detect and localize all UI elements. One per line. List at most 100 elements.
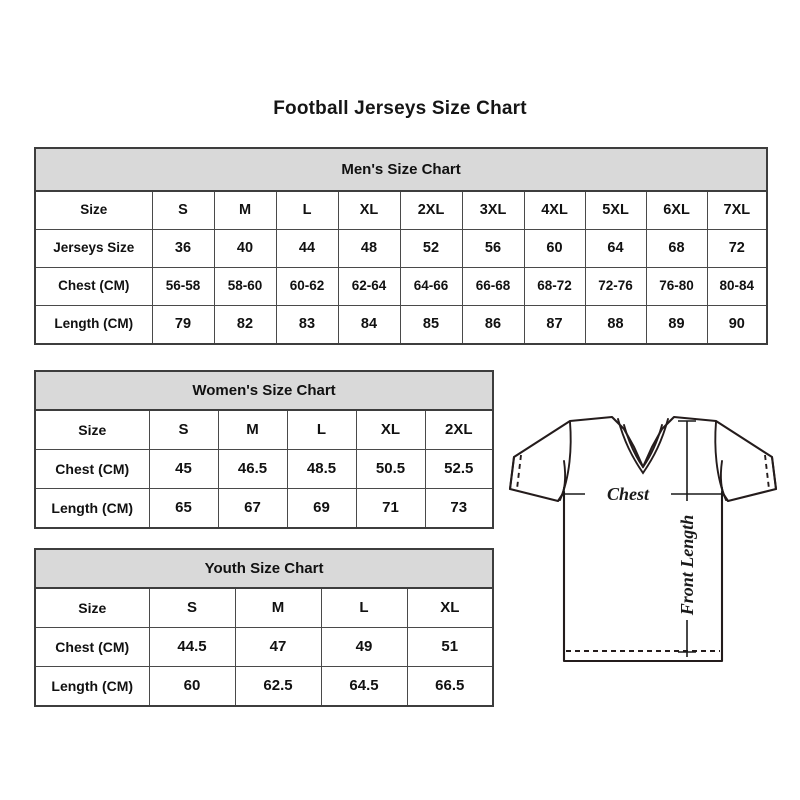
- table-cell: 48: [337, 229, 401, 268]
- table-cell: 45: [148, 449, 219, 489]
- table-cell: 87: [523, 305, 586, 345]
- table-cell: 52: [399, 229, 463, 268]
- table-cell: 62-64: [337, 267, 401, 306]
- row-label-length: Length (CM): [34, 488, 150, 529]
- table-cell: XL: [355, 409, 426, 450]
- table-row: Size S M L XL 2XL: [34, 409, 494, 450]
- table-cell: 66-68: [461, 267, 525, 306]
- row-label-size: Size: [34, 587, 150, 628]
- table-cell: 60-62: [275, 267, 339, 306]
- table-cell: 62.5: [234, 666, 322, 707]
- row-label-chest: Chest (CM): [34, 449, 150, 489]
- front-length-measure-label: Front Length: [677, 515, 697, 617]
- table-cell: 76-80: [645, 267, 708, 306]
- table-cell: 44.5: [148, 627, 236, 667]
- table-cell: 83: [275, 305, 339, 345]
- table-cell: 66.5: [406, 666, 494, 707]
- table-cell: 47: [234, 627, 322, 667]
- table-cell: 71: [355, 488, 426, 529]
- table-cell: 51: [406, 627, 494, 667]
- table-cell: 64: [584, 229, 647, 268]
- youth-banner-cell: Youth Size Chart: [34, 548, 494, 589]
- table-row: Chest (CM) 44.5 47 49 51: [34, 627, 494, 667]
- table-cell: 80-84: [706, 267, 768, 306]
- table-cell: 69: [286, 488, 357, 529]
- table-cell: M: [234, 587, 322, 628]
- row-label-jerseys-size: Jerseys Size: [34, 229, 153, 268]
- table-cell: 36: [151, 229, 215, 268]
- table-cell: 60: [148, 666, 236, 707]
- table-cell: 2XL: [399, 190, 463, 230]
- table-cell: 72: [706, 229, 768, 268]
- table-cell: 65: [148, 488, 219, 529]
- page-title: Football Jerseys Size Chart: [273, 98, 527, 119]
- row-label-chest: Chest (CM): [34, 267, 153, 306]
- womens-banner-label: Women's Size Chart: [192, 381, 336, 399]
- mens-banner-cell: Men's Size Chart: [34, 147, 768, 192]
- table-cell: 89: [645, 305, 708, 345]
- table-cell: 4XL: [523, 190, 586, 230]
- table-cell: 73: [424, 488, 494, 529]
- table-cell: 52.5: [424, 449, 494, 489]
- table-cell: 82: [213, 305, 277, 345]
- table-cell: 68: [645, 229, 708, 268]
- table-cell: 64-66: [399, 267, 463, 306]
- table-cell: 85: [399, 305, 463, 345]
- table-row: Size S M L XL 2XL 3XL 4XL 5XL 6XL 7XL: [34, 190, 768, 230]
- table-cell: S: [151, 190, 215, 230]
- table-cell: 44: [275, 229, 339, 268]
- table-cell: 49: [320, 627, 408, 667]
- youth-banner-label: Youth Size Chart: [204, 559, 324, 577]
- table-banner-row: Women's Size Chart: [34, 370, 494, 411]
- table-cell: 90: [706, 305, 768, 345]
- table-row: Length (CM) 79 82 83 84 85 86 87 88 89 9…: [34, 305, 768, 345]
- row-label-length: Length (CM): [34, 305, 153, 345]
- table-cell: 50.5: [355, 449, 426, 489]
- table-banner-row: Men's Size Chart: [34, 147, 768, 192]
- table-cell: S: [148, 409, 219, 450]
- table-cell: 3XL: [461, 190, 525, 230]
- womens-size-chart-table: Women's Size Chart Size S M L XL 2XL Che…: [34, 370, 495, 529]
- table-cell: 86: [461, 305, 525, 345]
- table-cell: 46.5: [217, 449, 288, 489]
- table-cell: 40: [213, 229, 277, 268]
- table-cell: 2XL: [424, 409, 494, 450]
- table-cell: S: [148, 587, 236, 628]
- row-label-chest: Chest (CM): [34, 627, 150, 667]
- table-cell: XL: [337, 190, 401, 230]
- table-row: Jerseys Size 36 40 44 48 52 56 60 64 68 …: [34, 229, 768, 268]
- table-cell: XL: [406, 587, 494, 628]
- table-row: Size S M L XL: [34, 587, 494, 628]
- mens-size-chart-table: Men's Size Chart Size S M L XL 2XL 3XL 4…: [34, 147, 769, 345]
- womens-banner-cell: Women's Size Chart: [34, 370, 494, 411]
- table-cell: 67: [217, 488, 288, 529]
- table-row: Chest (CM) 56-58 58-60 60-62 62-64 64-66…: [34, 267, 768, 306]
- table-cell: 56-58: [151, 267, 215, 306]
- table-cell: L: [286, 409, 357, 450]
- table-banner-row: Youth Size Chart: [34, 548, 494, 589]
- table-cell: M: [217, 409, 288, 450]
- table-cell: 64.5: [320, 666, 408, 707]
- table-cell: 58-60: [213, 267, 277, 306]
- table-cell: 56: [461, 229, 525, 268]
- table-cell: 68-72: [523, 267, 586, 306]
- mens-banner-label: Men's Size Chart: [341, 160, 461, 178]
- row-label-size: Size: [34, 409, 150, 450]
- table-cell: M: [213, 190, 277, 230]
- table-cell: 60: [523, 229, 586, 268]
- row-label-length: Length (CM): [34, 666, 150, 707]
- jersey-measurement-diagram: Chest Front Length: [500, 405, 785, 675]
- table-cell: 79: [151, 305, 215, 345]
- table-cell: 88: [584, 305, 647, 345]
- table-cell: 84: [337, 305, 401, 345]
- table-cell: L: [320, 587, 408, 628]
- chest-measure-label: Chest: [607, 484, 650, 504]
- table-row: Length (CM) 60 62.5 64.5 66.5: [34, 666, 494, 707]
- youth-size-chart-table: Youth Size Chart Size S M L XL Chest (CM…: [34, 548, 495, 707]
- table-cell: 48.5: [286, 449, 357, 489]
- table-cell: L: [275, 190, 339, 230]
- table-row: Length (CM) 65 67 69 71 73: [34, 488, 494, 529]
- table-cell: 7XL: [706, 190, 768, 230]
- table-cell: 72-76: [584, 267, 647, 306]
- table-row: Chest (CM) 45 46.5 48.5 50.5 52.5: [34, 449, 494, 489]
